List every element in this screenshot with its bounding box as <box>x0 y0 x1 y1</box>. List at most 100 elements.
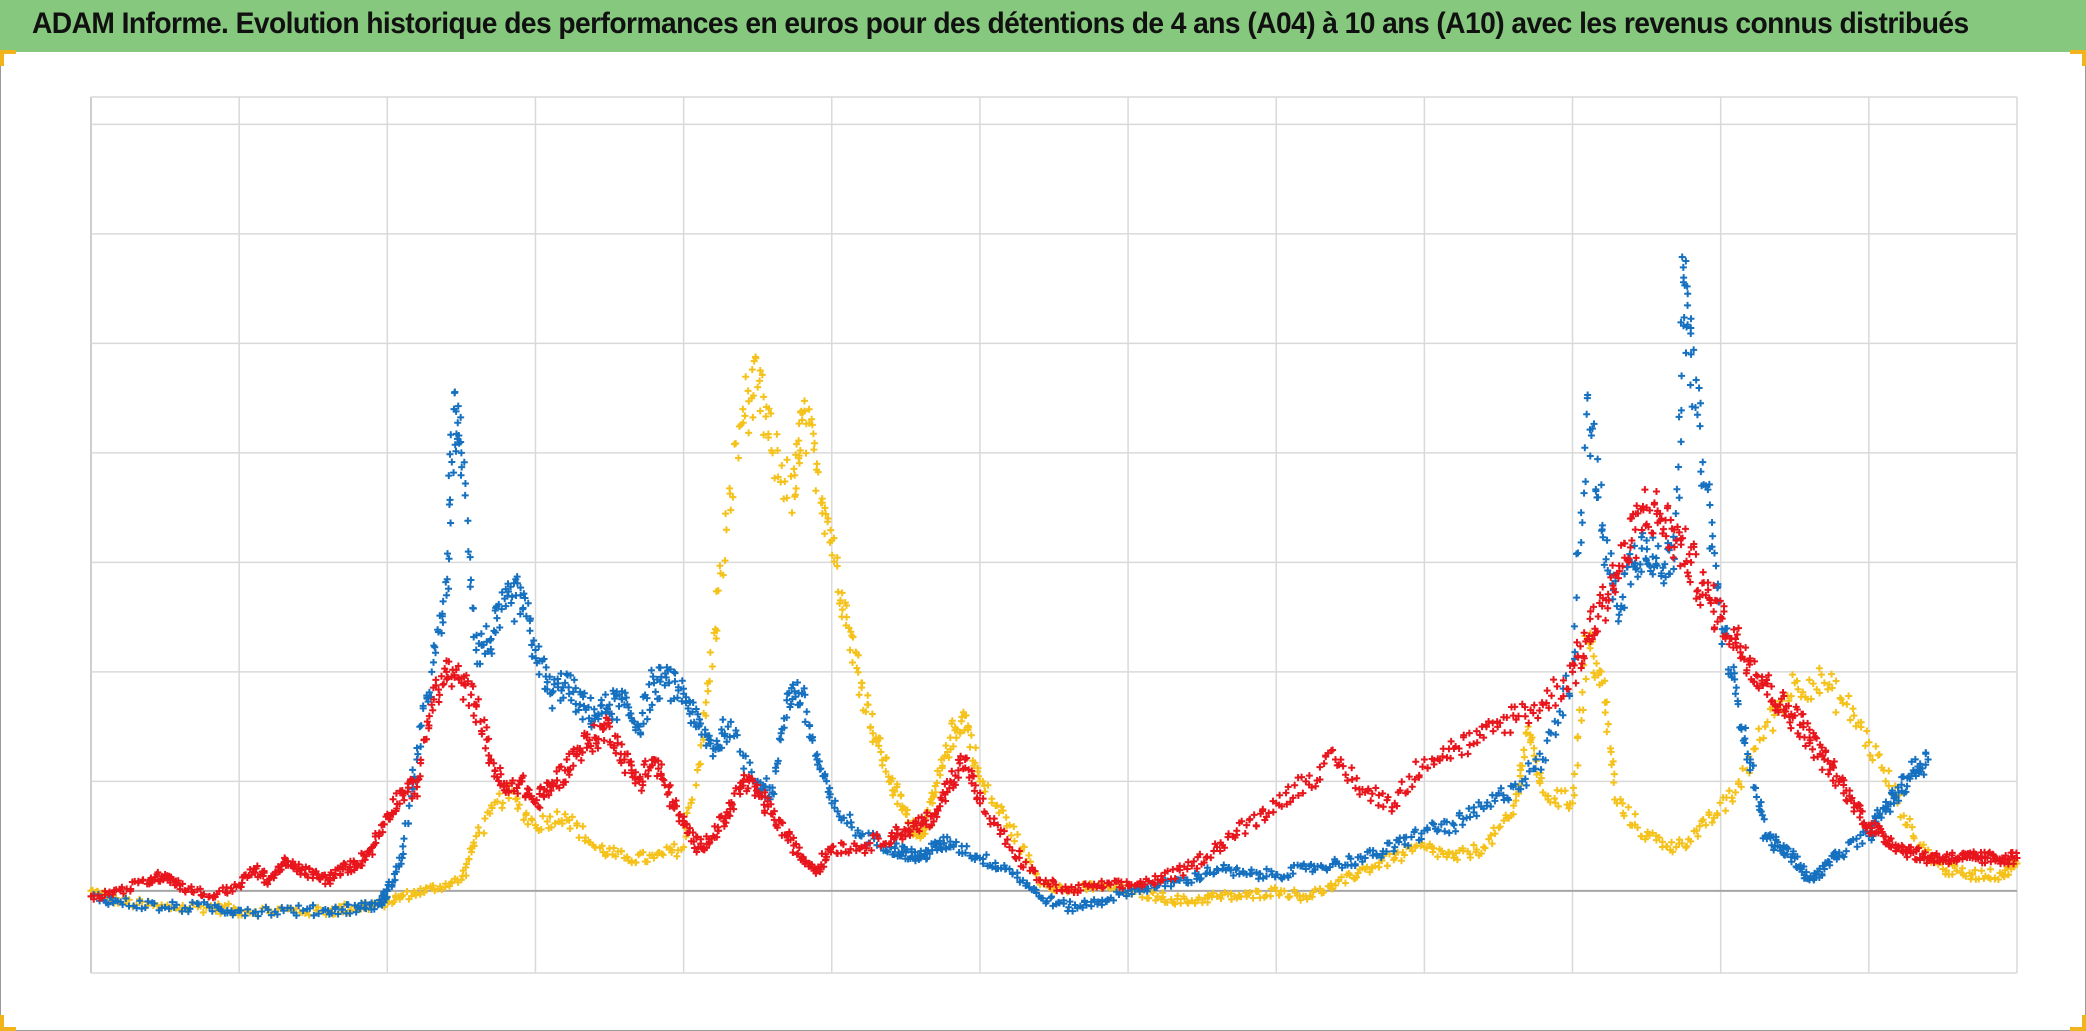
data-point-dense <box>254 912 262 920</box>
data-point-dense <box>457 471 465 479</box>
data-point-dense <box>901 832 909 840</box>
data-point-dense <box>1626 550 1634 558</box>
data-point-dense <box>1211 840 1219 848</box>
data-point-dense <box>1485 717 1493 725</box>
data-point-dense <box>1981 859 1989 867</box>
data-point-dense <box>1286 892 1294 900</box>
data-point-dense <box>1354 869 1362 877</box>
data-point-dense <box>981 788 989 796</box>
data-point-dense <box>1736 642 1744 650</box>
data-point-dense <box>1339 762 1347 770</box>
data-point-dense <box>693 848 701 856</box>
data-point-dense <box>1424 764 1432 772</box>
data-point-dense <box>441 883 449 891</box>
data-point-dense <box>1248 870 1256 878</box>
data-point-dense <box>2011 854 2019 862</box>
data-point-dense <box>1459 821 1467 829</box>
data-point-dense <box>389 795 397 803</box>
data-point-dense <box>400 789 408 797</box>
data-point-dense <box>1014 830 1022 838</box>
data-point-dense <box>486 636 494 644</box>
data-point-dense <box>897 792 905 800</box>
data-point-dense <box>1875 751 1883 759</box>
data-point-dense <box>1683 282 1691 290</box>
data-point <box>1732 690 1740 698</box>
data-point-dense <box>1818 744 1826 752</box>
data-point <box>561 810 569 818</box>
data-point-dense <box>477 718 485 726</box>
data-point-dense <box>1695 384 1703 392</box>
data-point-dense <box>1654 542 1662 550</box>
data-point-dense <box>1831 782 1839 790</box>
data-point-dense <box>1657 572 1665 580</box>
data-point-dense <box>1374 801 1382 809</box>
data-point-dense <box>1852 835 1860 843</box>
data-point-dense <box>295 902 303 910</box>
data-point-dense <box>404 819 412 827</box>
data-point-dense <box>943 777 951 785</box>
data-point-dense <box>1755 684 1763 692</box>
data-point-dense <box>876 734 884 742</box>
data-point-dense <box>1098 877 1106 885</box>
data-point-dense <box>1679 263 1687 271</box>
data-point-dense <box>1495 824 1503 832</box>
data-point-dense <box>615 702 623 710</box>
data-point-dense <box>1173 895 1181 903</box>
data-point-dense <box>878 756 886 764</box>
data-point-dense <box>526 627 534 635</box>
data-point-dense <box>1483 799 1491 807</box>
data-point-dense <box>1254 887 1262 895</box>
data-point-dense <box>1007 831 1015 839</box>
data-point-dense <box>663 790 671 798</box>
data-point-dense <box>1709 532 1717 540</box>
data-point-dense <box>466 583 474 591</box>
data-point-dense <box>750 357 758 365</box>
data-point-dense <box>935 840 943 848</box>
data-point-dense <box>458 463 466 471</box>
data-point-dense <box>1316 776 1324 784</box>
data-point-dense <box>639 720 647 728</box>
data-point-dense <box>1594 612 1602 620</box>
data-point-dense <box>383 893 391 901</box>
data-point-dense <box>252 908 260 916</box>
data-point-dense <box>805 405 813 413</box>
data-point-dense <box>586 736 594 744</box>
data-point-dense <box>760 393 768 401</box>
data-point-dense <box>566 671 574 679</box>
data-point-dense <box>694 710 702 718</box>
data-point-dense <box>1516 772 1524 780</box>
data-point <box>457 449 465 457</box>
data-point-dense <box>1570 661 1578 669</box>
data-point-dense <box>1423 844 1431 852</box>
data-point-dense <box>1579 706 1587 714</box>
data-point-dense <box>1868 824 1876 832</box>
data-point-dense <box>515 801 523 809</box>
data-point-dense <box>1710 549 1718 557</box>
corner-mark-tr-h <box>2070 50 2086 54</box>
data-point-dense <box>1320 760 1328 768</box>
data-point-dense <box>594 744 602 752</box>
data-point-dense <box>717 812 725 820</box>
data-point-dense <box>437 672 445 680</box>
data-point-dense <box>122 895 130 903</box>
data-point-dense <box>1953 867 1961 875</box>
data-point-dense <box>590 721 598 729</box>
data-point-dense <box>1299 789 1307 797</box>
data-point-dense <box>425 712 433 720</box>
data-point-dense <box>572 700 580 708</box>
data-point-dense <box>1517 785 1525 793</box>
data-point-dense <box>565 690 573 698</box>
data-point-dense <box>1733 631 1741 639</box>
data-point-dense <box>1849 705 1857 713</box>
data-point-dense <box>1404 842 1412 849</box>
data-point-dense <box>545 791 553 799</box>
data-point-dense <box>884 848 892 856</box>
data-point-dense <box>1868 836 1876 844</box>
data-point-dense <box>1607 549 1615 557</box>
data-point-dense <box>1617 605 1625 613</box>
data-point-dense <box>1828 684 1836 692</box>
data-point-dense <box>1768 696 1776 704</box>
data-point-dense <box>816 868 824 876</box>
data-point-dense <box>455 439 463 447</box>
data-point-dense <box>305 864 313 872</box>
